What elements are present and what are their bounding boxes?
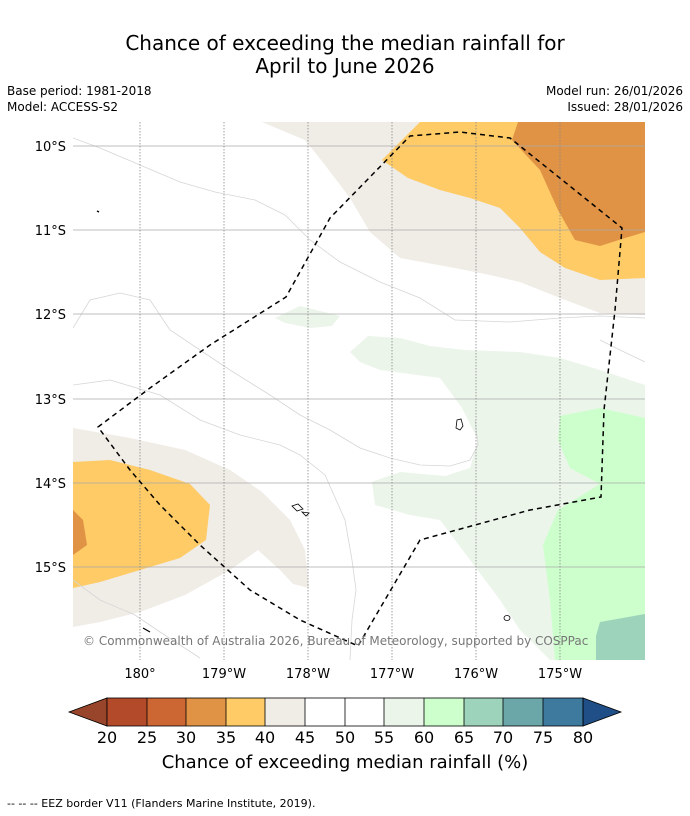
colorbar-segment-75-80 [543,698,583,726]
model-name: Model: ACCESS-S2 [7,100,119,114]
latitude-axis: 10°S 11°S 12°S 13°S 14°S 15°S [35,140,66,576]
contour-1 [73,137,645,323]
colorbar-tick-80: 80 [573,728,593,747]
contour-lines [73,137,645,660]
copyright-notice: © Commonwealth of Australia 2026, Bureau… [83,634,588,648]
eez-legend-note: -- -- -- EEZ border V11 (Flanders Marine… [7,797,316,810]
contour-5 [73,579,201,659]
lat-label-13s: 13°S [35,393,66,408]
title-line-2: April to June 2026 [255,54,435,78]
issued-date: Issued: 28/01/2026 [567,100,683,114]
colorbar-tick-70: 70 [493,728,513,747]
colorbar-arrow-high [582,697,623,727]
region-35-40-west [73,460,210,588]
map-area: © Commonwealth of Australia 2026, Bureau… [73,122,645,660]
lat-label-15s: 15°S [35,561,66,576]
model-run: Model run: 26/01/2026 [545,84,683,98]
colorbar-segment-70-75 [503,698,543,726]
lat-label-14s: 14°S [35,477,66,492]
base-period: Base period: 1981-2018 [7,84,152,98]
lon-label-175w: 175°W [538,667,582,682]
region-60-65-east [543,408,645,660]
colorbar-tick-65: 65 [454,728,474,747]
colorbar-segment-45-50 [305,698,345,726]
colorbar-segment-60-65 [424,698,464,726]
contour-4 [599,339,645,363]
colorbar-tick-60: 60 [414,728,434,747]
colorbar-segment-40-45 [265,698,305,726]
colorbar-tick-55: 55 [374,728,394,747]
colorbar-tick-75: 75 [533,728,553,747]
island-south [503,615,511,621]
colorbar-tick-35: 35 [216,728,236,747]
colorbar-segment-25-30 [147,698,186,726]
colorbar-segment-30-35 [186,698,226,726]
colorbar-tick-45: 45 [295,728,315,747]
colorbar-tick-30: 30 [176,728,196,747]
lon-label-178w: 178°W [286,667,330,682]
lat-label-10s: 10°S [35,140,66,155]
colorbar-tick-40: 40 [255,728,275,747]
colorbar: 20 25 30 35 40 45 50 55 60 65 70 75 80 [67,697,623,747]
colorbar-tick-25: 25 [137,728,157,747]
contour-2 [73,292,479,467]
region-55-60-north [275,306,340,328]
region-65-70-southeast [596,614,645,660]
colorbar-segment-65-70 [464,698,503,726]
title-line-1: Chance of exceeding the median rainfall … [125,31,565,55]
islands [96,210,511,633]
island-west-a [291,503,304,512]
lon-label-180: 180° [124,667,155,682]
longitude-axis: 180° 179°W 178°W 177°W 176°W 175°W [124,667,582,682]
lat-label-12s: 12°S [35,308,66,323]
lon-label-176w: 176°W [454,667,498,682]
island-east [455,418,464,431]
colorbar-tick-20: 20 [97,728,117,747]
island-west-b [300,511,310,517]
region-30-35-northeast [512,122,645,246]
colorbar-segment-35-40 [226,698,265,726]
colorbar-label: Chance of exceeding median rainfall (%) [161,752,529,773]
lat-label-11s: 11°S [35,224,66,239]
colorbar-ticks: 20 25 30 35 40 45 50 55 60 65 70 75 80 [97,728,593,747]
colorbar-segment-55-60 [384,698,424,726]
lon-label-179w: 179°W [202,667,246,682]
region-30-35-west [73,510,87,555]
colorbar-dividers [106,697,584,727]
longitude-gridlines [139,122,561,660]
island-tiny-sw [142,627,151,633]
colorbar-tick-50: 50 [335,728,355,747]
colorbar-arrow-low [67,697,108,727]
contour-3 [73,379,357,660]
colorbar-segment-20-25 [107,698,147,726]
lon-label-177w: 177°W [370,667,414,682]
latitude-gridlines [73,145,645,568]
colorbar-segment-50-55 [345,698,384,726]
eez-border [96,131,623,647]
island-tiny-nw [96,210,100,213]
